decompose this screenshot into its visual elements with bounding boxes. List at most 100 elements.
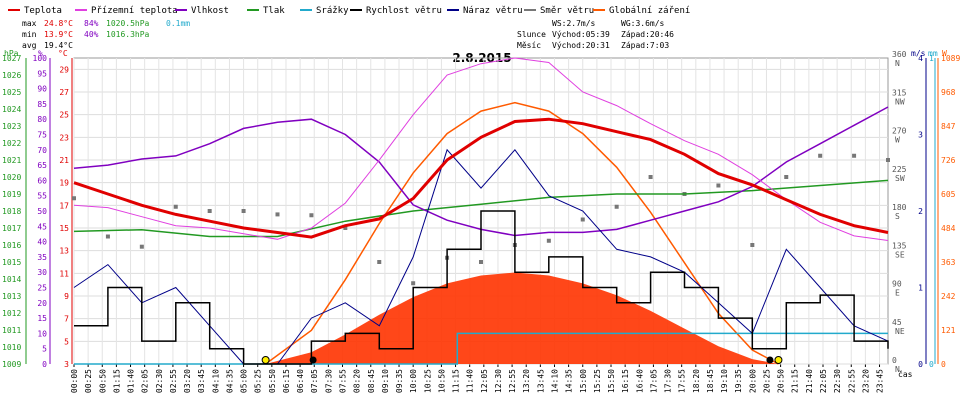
wind-direction-point	[105, 234, 110, 239]
dir-tick-value: 0	[892, 356, 897, 365]
x-tick-label: 14:10	[550, 369, 559, 393]
wind-direction-point	[648, 175, 653, 179]
wind-direction-point	[614, 204, 619, 209]
pct-tick-label: 95	[37, 69, 47, 78]
x-tick-label: 07:05	[310, 369, 319, 393]
x-tick-label: 08:20	[353, 369, 362, 393]
series-temperature	[73, 117, 889, 239]
hpa-tick-label: 1016	[2, 241, 21, 250]
stat-max-hum: 84%	[84, 19, 99, 28]
x-tick-label: 11:15	[452, 369, 461, 393]
x-tick-label: 07:30	[324, 369, 333, 393]
info-wg: WG:3.6m/s	[621, 19, 665, 28]
dir-tick-label: SW	[895, 174, 905, 183]
x-axis-label: čas	[898, 369, 913, 379]
wind-direction-point	[173, 204, 178, 209]
stat-max-temp: 24.8°C	[44, 19, 73, 28]
hpa-tick-label: 1011	[2, 326, 21, 335]
info-ws: WS:2.7m/s	[552, 19, 596, 28]
stat-min-hum: 40%	[84, 30, 99, 39]
info-moon-label: Měsíc	[517, 41, 541, 50]
legend-item: Vlhkost	[191, 6, 229, 16]
x-tick-label: 11:40	[466, 369, 475, 393]
degc-tick-label: 27	[59, 88, 69, 97]
wind-direction-point	[546, 238, 551, 243]
x-tick-label: 02:05	[141, 369, 150, 393]
moonrise-marker	[766, 356, 774, 364]
axis-unit-pct: %	[38, 49, 43, 58]
pct-tick-label: 35	[37, 253, 47, 262]
x-tick-label: 17:05	[649, 369, 658, 393]
x-tick-label: 19:10	[720, 369, 729, 393]
degc-tick-label: 15	[59, 224, 69, 233]
x-tick-label: 22:55	[847, 369, 856, 393]
ms-tick-label: 2	[918, 207, 923, 216]
axes: 00:00 00:25 00:50 01:15 01:40 02:05 02:30 02:55…	[2, 49, 960, 393]
axis-unit-w: W	[942, 49, 947, 58]
sunset-marker	[774, 356, 783, 364]
w-tick-label: 484	[941, 224, 956, 233]
plot-area	[72, 57, 890, 365]
x-tick-label: 18:20	[692, 369, 701, 393]
x-tick-label: 09:10	[381, 369, 390, 393]
pct-tick-label: 15	[37, 314, 47, 323]
stat-min-press: 1016.3hPa	[106, 30, 150, 39]
wind-direction-point	[309, 213, 314, 218]
dir-tick-value: 180	[892, 203, 907, 212]
x-tick-label: 05:25	[254, 369, 263, 393]
x-tick-label: 00:00	[70, 369, 79, 393]
axis-unit-hpa: hPa	[4, 49, 19, 58]
dir-tick-value: 90	[892, 280, 902, 289]
hpa-tick-label: 1026	[2, 71, 21, 80]
x-tick-label: 22:30	[833, 369, 842, 393]
pct-tick-label: 100	[33, 54, 48, 63]
axis-unit-mm: mm	[928, 49, 938, 58]
stat-avg-temp: 19.4°C	[44, 41, 73, 50]
w-tick-label: 726	[941, 156, 956, 165]
x-tick-label: 03:20	[183, 369, 192, 393]
hpa-tick-label: 1009	[2, 360, 21, 369]
dir-tick-label: N	[895, 365, 900, 374]
info-sun-rise: Východ:05:39	[552, 30, 610, 39]
x-tick-label: 21:40	[805, 369, 814, 393]
pct-tick-label: 25	[37, 284, 47, 293]
series-pressure	[73, 179, 889, 238]
pct-tick-label: 70	[37, 146, 47, 155]
stat-max-label: max	[22, 19, 37, 28]
x-tick-label: 16:15	[621, 369, 630, 393]
pct-tick-label: 30	[37, 268, 47, 277]
degc-tick-label: 17	[59, 201, 69, 210]
ms-tick-label: 0	[918, 360, 923, 369]
info-moon-rise: Východ:20:31	[552, 41, 610, 50]
wind-direction-point	[716, 183, 721, 188]
dir-tick-label: N	[895, 59, 900, 68]
x-tick-label: 17:30	[664, 369, 673, 393]
x-tick-label: 19:35	[734, 369, 743, 393]
dir-tick-value: 225	[892, 165, 907, 174]
mm-tick-label: 1	[929, 54, 934, 63]
legend-item: Rychlost větru	[366, 6, 442, 16]
wind-direction-point	[343, 226, 348, 230]
wind-direction-point	[207, 209, 212, 213]
stats-box: max 24.8°C 84% 1020.5hPa 0.1mm min 13.9°…	[22, 19, 190, 50]
legend-item: Přízemní teplota	[91, 6, 178, 16]
w-tick-label: 847	[941, 122, 956, 131]
legend: Teplota Přízemní teplota Vlhkost Tlak Srážky…	[8, 6, 690, 16]
dir-tick-value: 45	[892, 318, 902, 327]
info-sun-set: Západ:20:46	[621, 30, 674, 39]
hpa-tick-label: 1012	[2, 309, 21, 318]
sunrise-marker	[261, 356, 270, 364]
hpa-tick-label: 1024	[2, 105, 21, 114]
w-tick-label: 242	[941, 292, 956, 301]
x-tick-label: 00:25	[84, 369, 93, 393]
x-tick-label: 13:20	[522, 369, 531, 393]
legend-item: Srážky	[316, 6, 349, 16]
x-tick-label: 23:45	[876, 369, 885, 393]
x-tick-label: 08:45	[367, 369, 376, 393]
stat-avg-label: avg	[22, 41, 37, 50]
pct-tick-label: 40	[37, 238, 47, 247]
x-tick-label: 12:05	[480, 369, 489, 393]
stat-rain: 0.1mm	[166, 19, 190, 28]
x-tick-label: 14:35	[565, 369, 574, 393]
